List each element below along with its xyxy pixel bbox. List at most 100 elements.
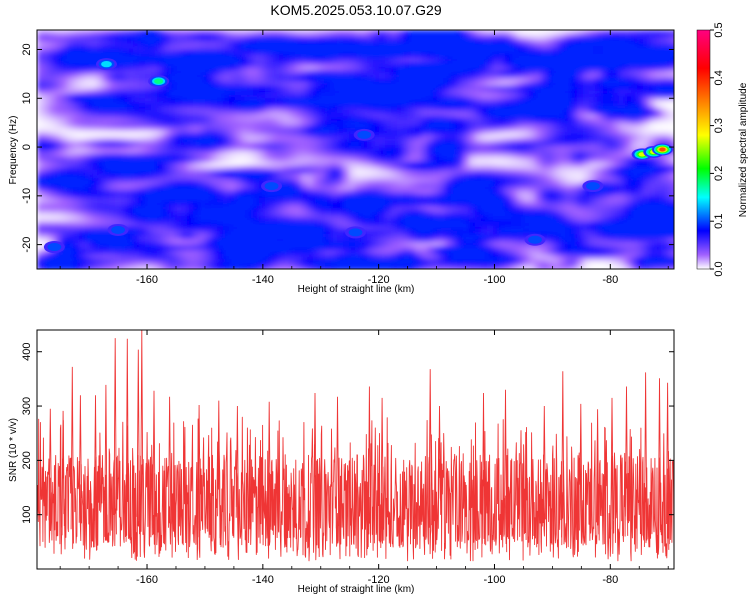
heatmap-cell xyxy=(361,166,368,171)
heatmap-cell xyxy=(169,130,176,135)
heatmap-cell xyxy=(421,70,428,75)
heatmap-cell xyxy=(277,122,284,127)
heatmap-cell xyxy=(601,70,608,75)
heatmap-cell xyxy=(85,86,92,91)
heatmap-cell xyxy=(505,82,512,87)
heatmap-cell xyxy=(385,198,392,203)
heatmap-cell xyxy=(397,146,404,151)
heatmap-cell xyxy=(631,46,638,51)
heatmap-cell xyxy=(361,106,368,111)
heatmap-cell xyxy=(619,194,626,199)
heatmap-cell xyxy=(157,66,164,71)
heatmap-cell xyxy=(451,154,458,159)
heatmap-cell xyxy=(517,62,524,67)
heatmap-cell xyxy=(421,146,428,151)
heatmap-cell xyxy=(433,198,440,203)
heatmap-cell xyxy=(631,82,638,87)
heatmap-cell xyxy=(553,82,560,87)
heatmap-cell xyxy=(541,46,548,51)
heatmap-cell xyxy=(121,194,128,199)
heatmap-cell xyxy=(331,162,338,167)
heatmap-cell xyxy=(499,62,506,67)
heatmap-cell xyxy=(565,70,572,75)
heatmap-cell xyxy=(463,102,470,107)
heatmap-cell xyxy=(319,30,326,35)
heatmap-cell xyxy=(529,82,536,87)
heatmap-cell xyxy=(487,138,494,143)
heatmap-cell xyxy=(37,62,44,67)
heatmap-cell xyxy=(307,50,314,55)
heatmap-cell xyxy=(601,110,608,115)
heatmap-cell xyxy=(601,74,608,79)
heatmap-cell xyxy=(463,130,470,135)
heatmap-cell xyxy=(547,134,554,139)
heatmap-cell xyxy=(277,198,284,203)
heatmap-cell xyxy=(145,110,152,115)
heatmap-cell xyxy=(307,126,314,131)
heatmap-cell xyxy=(157,194,164,199)
heatmap-cell xyxy=(115,182,122,187)
heatmap-cell xyxy=(313,122,320,127)
heatmap-cell xyxy=(181,202,188,207)
heatmap-cell xyxy=(553,58,560,63)
heatmap-cell xyxy=(577,90,584,95)
heatmap-cell xyxy=(667,130,674,135)
heatmap-cell xyxy=(559,74,566,79)
heatmap-cell xyxy=(193,186,200,191)
heatmap-cell xyxy=(613,142,620,147)
heatmap-cell xyxy=(463,146,470,151)
heatmap-cell xyxy=(619,30,626,35)
heatmap-cell xyxy=(565,94,572,99)
heatmap-cell xyxy=(493,146,500,151)
heatmap-cell xyxy=(481,198,488,203)
heatmap-cell xyxy=(499,134,506,139)
heatmap-cell xyxy=(385,34,392,39)
heatmap-cell xyxy=(355,126,362,131)
heatmap-cell xyxy=(457,54,464,59)
heatmap-cell xyxy=(43,90,50,95)
heatmap-cell xyxy=(607,142,614,147)
heatmap-cell xyxy=(655,170,662,175)
heatmap-cell xyxy=(49,166,56,171)
heatmap-cell xyxy=(241,58,248,63)
heatmap-cell xyxy=(307,58,314,63)
heatmap-cell xyxy=(325,198,332,203)
heatmap-cell xyxy=(277,210,284,215)
heatmap-cell xyxy=(241,102,248,107)
heatmap-cell xyxy=(589,82,596,87)
heatmap-cell xyxy=(535,62,542,67)
heatmap-cell xyxy=(79,170,86,175)
heatmap-cell xyxy=(133,178,140,183)
heatmap-cell xyxy=(343,170,350,175)
heatmap-cell xyxy=(295,202,302,207)
heatmap-cell xyxy=(535,90,542,95)
heatmap-cell xyxy=(313,114,320,119)
heatmap-cell xyxy=(625,130,632,135)
heatmap-cell xyxy=(211,202,218,207)
heatmap-cell xyxy=(451,190,458,195)
heatmap-cell xyxy=(517,198,524,203)
heatmap-cell xyxy=(313,178,320,183)
heatmap-cell xyxy=(541,166,548,171)
heatmap-cell xyxy=(637,182,644,187)
heatmap-cell xyxy=(517,206,524,211)
heatmap-cell xyxy=(541,78,548,83)
heatmap-cell xyxy=(367,114,374,119)
heatmap-cell xyxy=(187,54,194,59)
heatmap-cell xyxy=(451,58,458,63)
heatmap-cell xyxy=(637,42,644,47)
heatmap-cell xyxy=(403,58,410,63)
heatmap-cell xyxy=(427,154,434,159)
heatmap-cell xyxy=(217,166,224,171)
heatmap-cell xyxy=(613,182,620,187)
heatmap-cell xyxy=(523,38,530,43)
heatmap-cell xyxy=(127,126,134,131)
heatmap-cell xyxy=(199,38,206,43)
heatmap-cell xyxy=(535,82,542,87)
heatmap-cell xyxy=(475,122,482,127)
heatmap-cell xyxy=(61,162,68,167)
heatmap-cell xyxy=(205,214,212,219)
heatmap-cell xyxy=(271,66,278,71)
heatmap-cell xyxy=(463,90,470,95)
heatmap-cell xyxy=(667,54,674,59)
